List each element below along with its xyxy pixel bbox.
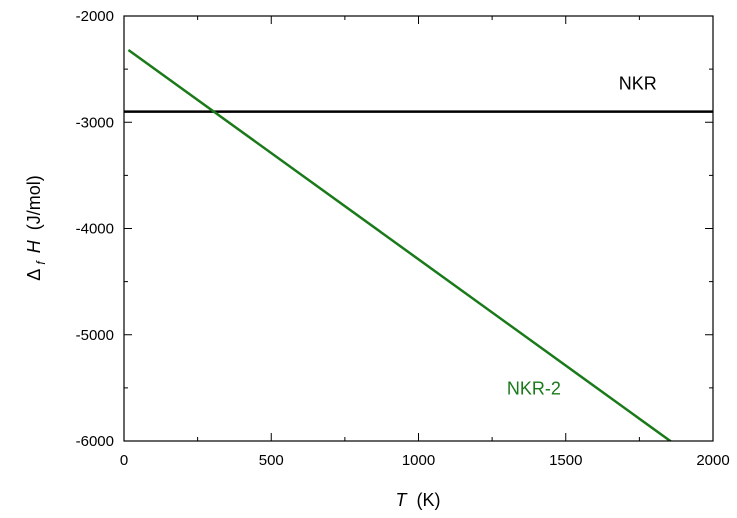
x-axis-variable: T [395, 490, 408, 510]
x-tick-label: 500 [259, 452, 284, 469]
y-tick-label: -4000 [76, 221, 114, 238]
series-label-nkr-2: NKR-2 [507, 378, 561, 398]
series-labels: NKR NKR-2 [507, 73, 657, 398]
tick-labels: 0 500 1000 1500 2000 -6000 -5000 -4000 -3000 -200… [76, 8, 730, 469]
axis-ticks [123, 15, 714, 442]
x-axis-label: T (K) [395, 490, 440, 510]
y-axis-unit: (J/mol) [24, 175, 44, 230]
x-tick-label: 1500 [549, 452, 582, 469]
y-tick-label: -5000 [76, 327, 114, 344]
y-tick-label: -3000 [76, 114, 114, 131]
series-lines [124, 48, 713, 441]
x-axis-unit: (K) [417, 490, 441, 510]
y-tick-label: -6000 [76, 433, 114, 450]
x-tick-label: 2000 [696, 452, 729, 469]
series-line-nkr-2 [127, 48, 673, 441]
y-axis-subscript: f [34, 260, 48, 265]
x-tick-label: 1000 [402, 452, 435, 469]
series-label-nkr: NKR [619, 73, 657, 93]
y-axis-label: Δ f H (J/mol) [24, 175, 49, 280]
y-axis-variable: H [24, 239, 44, 253]
x-tick-label: 0 [120, 452, 128, 469]
plot-frame [123, 15, 714, 442]
y-axis-delta: Δ [24, 269, 44, 281]
y-tick-label: -2000 [76, 8, 114, 25]
